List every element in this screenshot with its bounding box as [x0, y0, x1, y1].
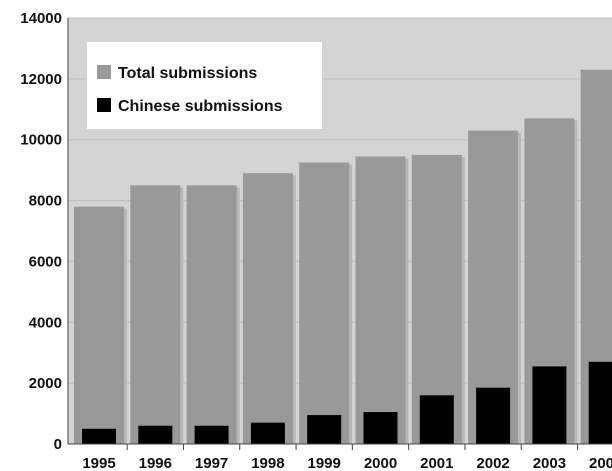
y-tick-label: 8000 [29, 193, 62, 210]
bar-chinese-1999 [307, 415, 342, 444]
legend-box [87, 42, 322, 129]
bar-chinese-1997 [194, 425, 229, 444]
bar-total-1996 [130, 185, 181, 444]
legend-label-total: Total submissions [118, 65, 257, 82]
bar-chinese-1998 [250, 422, 285, 444]
bar-chinese-2000 [363, 412, 398, 444]
bar-total-1998 [242, 173, 293, 444]
y-tick-label: 2000 [29, 375, 62, 392]
x-tick-label: 1999 [308, 455, 341, 471]
bar-chinese-2001 [419, 395, 454, 444]
x-tick-label: 1998 [251, 455, 284, 471]
x-tick-label: 1997 [195, 455, 228, 471]
bar-chinese-1996 [138, 425, 173, 444]
y-axis: 0 2000 4000 6000 8000 10000 12000 14000 [20, 10, 69, 453]
bar-chinese-2003 [532, 366, 567, 444]
legend-swatch-total [97, 65, 111, 79]
y-tick-label: 14000 [20, 10, 62, 27]
legend: Total submissions Chinese submissions [87, 42, 322, 129]
x-tick-label: 2002 [476, 455, 509, 471]
bar-chinese-1995 [82, 428, 116, 444]
y-tick-label: 10000 [20, 132, 62, 149]
x-tick-label: 1996 [139, 455, 172, 471]
legend-label-chinese: Chinese submissions [118, 98, 283, 115]
y-tick-label: 6000 [29, 253, 62, 270]
bars [74, 69, 612, 445]
legend-swatch-chinese [97, 98, 111, 112]
y-tick-label: 4000 [29, 314, 62, 331]
bar-chinese-2002 [476, 387, 511, 444]
bar-total-1999 [299, 162, 350, 445]
bar-total-1995 [74, 206, 124, 444]
x-tick-label: 2004 [589, 455, 612, 471]
bar-total-2000 [355, 156, 406, 444]
x-tick-label: 1995 [82, 455, 115, 471]
x-tick-label: 2003 [533, 455, 566, 471]
bar-total-1997 [186, 185, 237, 444]
x-tick-label: 2000 [364, 455, 397, 471]
y-tick-label: 0 [54, 436, 62, 453]
x-axis: 1995 1996 1997 1998 1999 2000 2001 2002 2003 2004 [68, 443, 612, 471]
y-tick-label: 12000 [20, 71, 62, 88]
x-tick-label: 2001 [420, 455, 453, 471]
bar-chinese-2004 [588, 361, 612, 444]
